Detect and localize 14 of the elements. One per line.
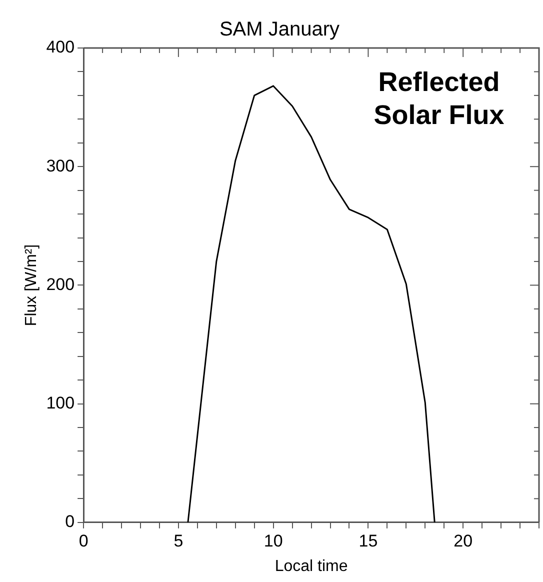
chart-title: SAM January — [219, 18, 340, 41]
x-tick-label: 20 — [454, 531, 473, 550]
y-tick-label: 0 — [65, 512, 75, 532]
x-tick-label: 0 — [78, 531, 88, 550]
annotation: Reflected Solar Flux — [372, 66, 506, 132]
y-tick-label: 400 — [46, 38, 75, 57]
x-axis-title: Local time — [274, 558, 348, 575]
x-tick-label: 5 — [174, 531, 184, 550]
y-tick-label: 200 — [46, 274, 75, 294]
y-axis-title: Flux [W/m²] — [23, 244, 40, 326]
x-tick-label: 15 — [358, 531, 378, 550]
y-tick-label: 300 — [46, 156, 75, 176]
y-tick-label: 100 — [46, 393, 75, 412]
x-tick-label: 10 — [264, 531, 283, 550]
